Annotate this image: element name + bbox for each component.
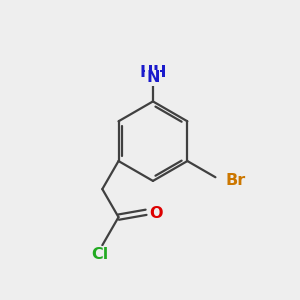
Text: H: H [153,65,166,80]
Text: O: O [149,206,163,221]
Text: Cl: Cl [91,247,108,262]
Text: N: N [146,70,160,86]
Text: H: H [140,65,153,80]
Text: Br: Br [226,173,246,188]
